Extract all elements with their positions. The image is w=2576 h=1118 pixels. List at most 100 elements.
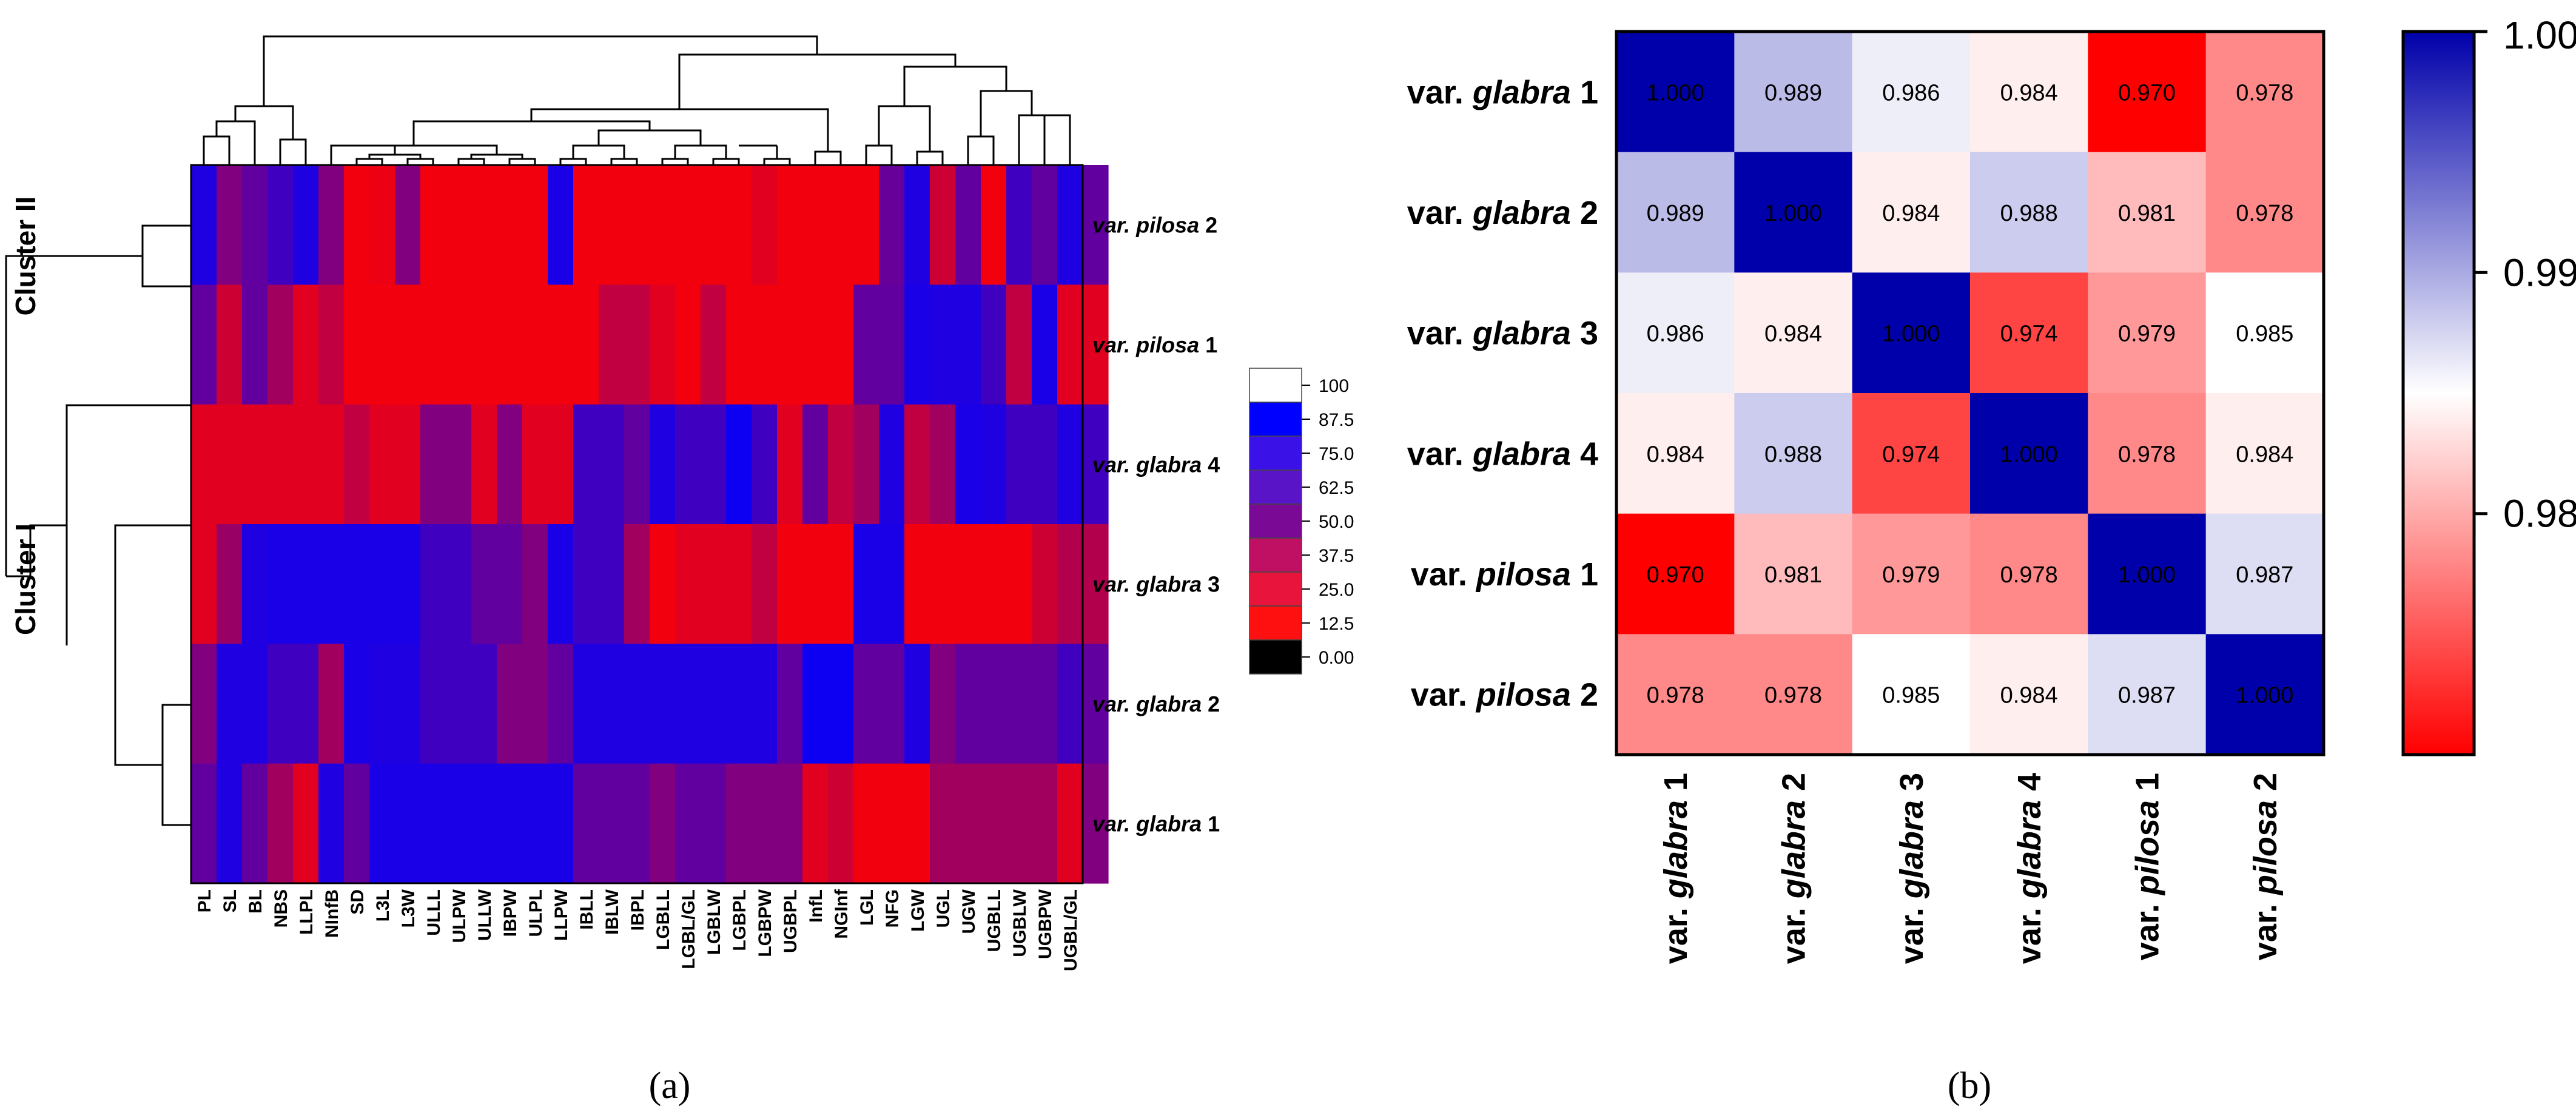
heatmap-cell	[624, 285, 650, 405]
legend-swatch	[1249, 537, 1302, 573]
column-label: UGBLW	[1010, 889, 1030, 957]
heatmap-cell	[777, 165, 803, 285]
column-label: LGBPW	[755, 889, 775, 957]
legend-tick: 75.0	[1319, 444, 1354, 464]
heatmap-cell	[497, 165, 523, 285]
heatmap-cell	[981, 524, 1007, 644]
heatmap-cell	[752, 524, 778, 644]
heatmap-cell	[777, 285, 803, 405]
label-italic: glabra	[1135, 692, 1202, 716]
legend-tick: 62.5	[1319, 478, 1354, 498]
label-suffix: 2	[1571, 677, 1598, 713]
legend-tick: 87.5	[1319, 410, 1354, 430]
heatmap-cell	[853, 644, 879, 764]
label-prefix: var.	[1092, 332, 1136, 357]
row-label: var. glabra 1	[1092, 811, 1220, 836]
heatmap-cell	[675, 763, 701, 884]
heatmap-cell	[624, 763, 650, 884]
heatmap-cell	[624, 524, 650, 644]
heatmap-cell	[930, 165, 956, 285]
correlation-value: 0.978	[1764, 683, 1822, 709]
heatmap-cell	[1057, 404, 1083, 525]
legend-swatch	[1249, 503, 1302, 539]
heatmap-cell	[548, 763, 574, 884]
heatmap-cell	[1057, 285, 1083, 405]
column-label: UGL	[933, 889, 953, 928]
column-label: IBPW	[500, 889, 520, 937]
label-prefix: var.	[1092, 213, 1136, 238]
heatmap-cell	[267, 285, 294, 405]
row-label: var. pilosa 2	[1411, 677, 1598, 713]
heatmap-cell	[242, 165, 268, 285]
heatmap-cell	[1006, 524, 1032, 644]
correlation-value: 0.984	[2000, 80, 2058, 106]
heatmap-cell	[726, 165, 752, 285]
correlation-value: 0.986	[1647, 322, 1704, 347]
heatmap-cell	[1083, 404, 1109, 525]
heatmap-cell	[420, 165, 446, 285]
heatmap-cell	[242, 404, 268, 525]
label-prefix: var.	[1411, 556, 1476, 593]
row-label: var. glabra 3	[1407, 315, 1598, 352]
label-prefix: var.	[1407, 315, 1473, 352]
label-italic: pilosa	[2130, 800, 2166, 896]
correlation-value: 0.987	[2236, 562, 2293, 588]
correlation-cell	[1734, 152, 1853, 273]
heatmap-cell	[1032, 165, 1058, 285]
heatmap-cell	[981, 285, 1007, 405]
heatmap-cell	[777, 644, 803, 764]
row-label: var. glabra 4	[1407, 436, 1598, 472]
heatmap-cell	[522, 524, 548, 644]
heatmap-cell	[650, 644, 676, 764]
column-label: LGL	[857, 889, 877, 926]
heatmap-cell	[573, 404, 599, 525]
label-suffix: 1	[1571, 74, 1598, 110]
heatmap-cell	[675, 524, 701, 644]
heatmap-cell	[395, 285, 421, 405]
correlation-cell	[1970, 152, 2088, 273]
label-italic: pilosa	[1135, 332, 1199, 357]
heatmap-cell	[726, 763, 752, 884]
heatmap-cell	[930, 644, 956, 764]
column-label: L3W	[399, 889, 419, 928]
correlation-value: 1.000	[2118, 562, 2176, 588]
label-prefix: var.	[1092, 452, 1136, 477]
label-italic: glabra	[1894, 800, 1930, 899]
heatmap-cell	[624, 644, 650, 764]
heatmap-cell	[191, 644, 217, 764]
label-prefix: var.	[1776, 898, 1812, 964]
heatmap-cell	[752, 285, 778, 405]
legend-tick: 0.00	[1319, 648, 1354, 668]
heatmap-cell	[853, 524, 879, 644]
label-italic: pilosa	[2247, 800, 2284, 896]
correlation-value: 0.970	[1647, 562, 1704, 588]
heatmap-cell	[650, 285, 676, 405]
heatmap-cell	[828, 404, 854, 525]
label-suffix: 4	[1202, 452, 1220, 477]
label-suffix: 3	[1894, 773, 1930, 800]
correlation-cell	[2205, 32, 2324, 153]
correlation-value: 1.000	[1764, 201, 1822, 226]
heatmap-cell	[1057, 165, 1083, 285]
heatmap-cell	[904, 763, 930, 884]
correlation-cell	[1734, 32, 1853, 153]
column-label: BL	[246, 889, 266, 914]
heatmap-cell	[497, 763, 523, 884]
heatmap-cell	[1032, 644, 1058, 764]
correlation-value: 0.984	[1764, 322, 1822, 347]
heatmap-cell	[369, 285, 395, 405]
correlation-cell	[2205, 152, 2324, 273]
label-italic: glabra	[1472, 436, 1571, 472]
heatmap-cell	[981, 404, 1007, 525]
heatmap-cell	[650, 404, 676, 525]
correlation-value: 0.978	[2118, 442, 2176, 467]
heatmap-cell	[217, 524, 243, 644]
heatmap-cell	[1006, 165, 1032, 285]
label-prefix: var.	[2011, 898, 2048, 964]
label-suffix: 3	[1571, 315, 1598, 352]
heatmap-cell	[471, 285, 497, 405]
heatmap-cell	[522, 285, 548, 405]
